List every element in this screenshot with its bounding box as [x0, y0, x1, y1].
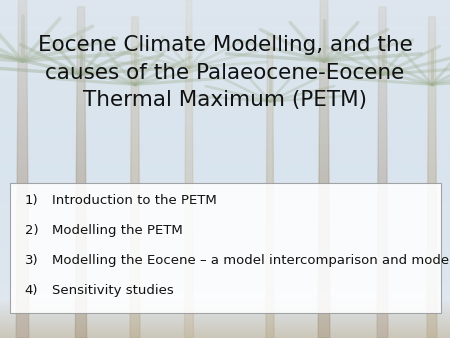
Text: 3): 3) [25, 254, 38, 267]
FancyBboxPatch shape [10, 183, 441, 313]
Text: Introduction to the PETM: Introduction to the PETM [52, 194, 216, 207]
Polygon shape [318, 0, 330, 338]
Text: Eocene Climate Modelling, and the
causes of the Palaeocene-Eocene
Thermal Maximu: Eocene Climate Modelling, and the causes… [38, 35, 412, 110]
Text: 4): 4) [25, 284, 38, 296]
Polygon shape [16, 0, 29, 338]
Text: Sensitivity studies: Sensitivity studies [52, 284, 174, 296]
Polygon shape [130, 17, 140, 338]
Text: Modelling the Eocene – a model intercomparison and model-data comparison: Modelling the Eocene – a model intercomp… [52, 254, 450, 267]
Polygon shape [266, 34, 274, 338]
Polygon shape [75, 7, 86, 338]
Text: 1): 1) [25, 194, 38, 207]
Polygon shape [377, 7, 388, 338]
Text: Modelling the PETM: Modelling the PETM [52, 224, 183, 237]
Polygon shape [184, 0, 194, 338]
Text: 2): 2) [25, 224, 38, 237]
Polygon shape [427, 17, 437, 338]
